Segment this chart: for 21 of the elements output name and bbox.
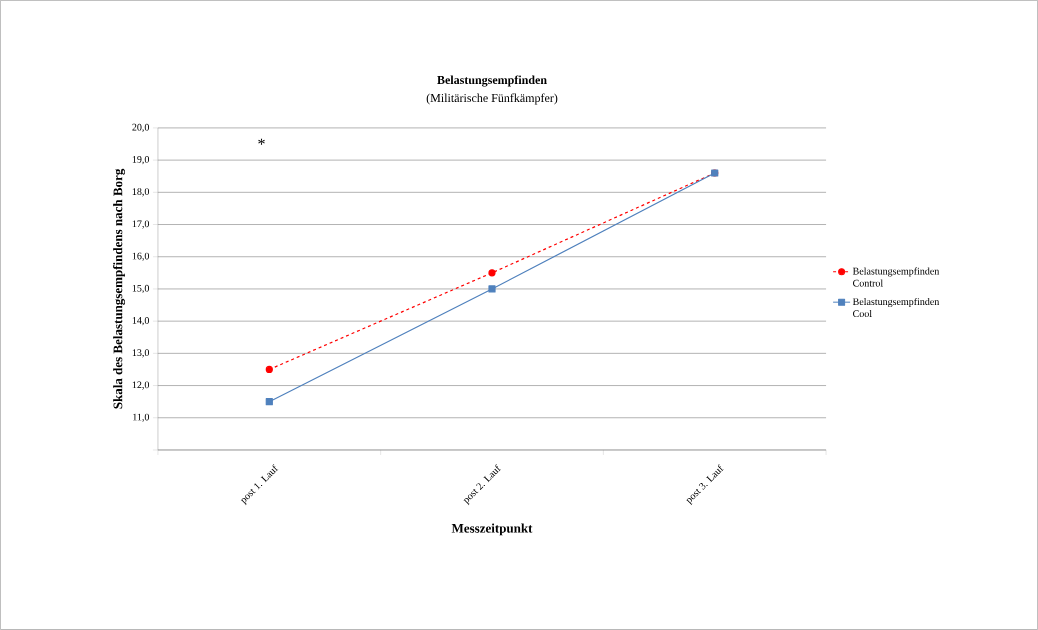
legend-label: Belastungsempfinden Control: [852, 267, 940, 287]
y-tick-label: 20,0: [132, 123, 150, 133]
point: [488, 285, 496, 293]
point: [265, 398, 273, 406]
y-axis-title: Skala des Belastungsempfindens nach Borg: [113, 168, 126, 409]
y-tick-label: 19,0: [132, 156, 150, 165]
y-tick-label: 18,0: [132, 188, 150, 197]
y-tick-label: 16,0: [132, 252, 150, 261]
point: [265, 365, 273, 374]
annotation: *: [258, 138, 265, 145]
y-tick-label: 11,0: [133, 413, 150, 422]
y-tick-label: 17,0: [132, 220, 150, 229]
legend-label: Belastungsempfinden Cool: [852, 297, 940, 318]
y-tick-label: 15,0: [132, 284, 150, 294]
x-axis-title: Messzeitpunkt: [451, 523, 533, 536]
chart-subtitle: (Militärische Fünfkämpfer): [426, 93, 558, 105]
chart-title: Belastungsempfinden: [437, 75, 547, 87]
y-tick-label: 12,0: [132, 381, 150, 390]
y-tick-label: 13,0: [132, 349, 150, 358]
point: [488, 269, 496, 277]
y-tick-label: 14,0: [132, 317, 150, 326]
